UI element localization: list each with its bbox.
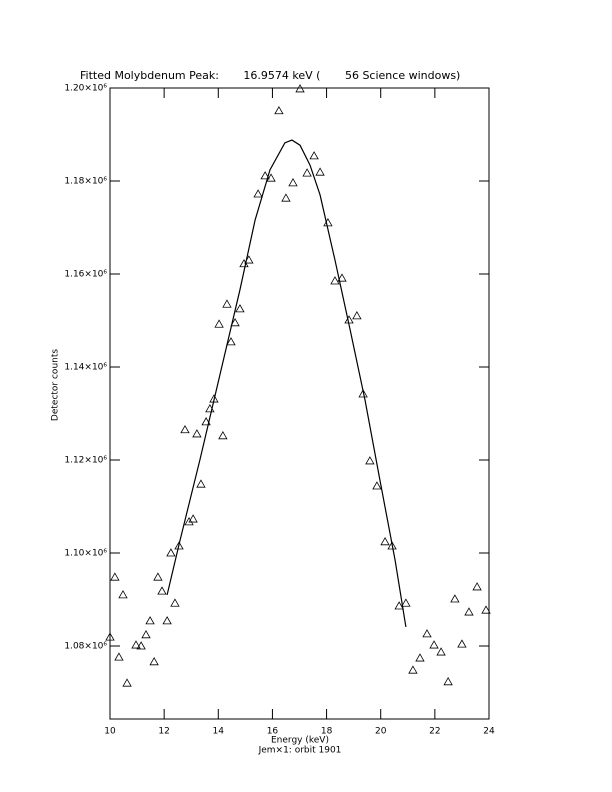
x-tick-label: 14: [213, 727, 225, 737]
data-point: [230, 318, 240, 327]
data-point: [380, 537, 390, 546]
data-point: [481, 605, 491, 614]
data-point: [188, 514, 198, 523]
data-point: [422, 629, 432, 638]
data-point: [180, 424, 190, 434]
data-point: [184, 517, 194, 526]
x-tick-label: 10: [104, 727, 116, 737]
data-point: [118, 590, 128, 599]
data-point: [358, 389, 368, 398]
data-point: [372, 481, 382, 490]
y-axis-label: Detector counts: [51, 349, 61, 421]
y-tick-label: 1.10×10⁶: [64, 548, 107, 558]
fit-curve: [166, 139, 407, 628]
data-point: [253, 189, 263, 198]
data-point: [201, 417, 211, 426]
data-point: [131, 640, 141, 649]
data-point: [295, 84, 305, 93]
data-point: [387, 541, 397, 550]
data-point: [222, 299, 232, 308]
data-point: [162, 616, 172, 625]
data-point: [149, 656, 159, 666]
data-point: [114, 652, 124, 661]
y-tick-label: 1.12×10⁶: [64, 455, 107, 465]
data-point: [274, 105, 284, 115]
y-tick-label: 1.20×10⁶: [64, 84, 107, 94]
y-tick-label: 1.14×10⁶: [64, 362, 107, 372]
data-point: [136, 641, 146, 650]
data-point: [352, 311, 362, 320]
x-tick-label: 24: [483, 727, 495, 737]
data-point: [443, 676, 453, 686]
x-axis-label: Energy (keV): [271, 736, 329, 746]
data-point: [260, 171, 270, 180]
data-point: [157, 586, 167, 595]
data-point: [153, 572, 163, 581]
x-tick-label: 16: [267, 727, 279, 737]
data-point: [309, 151, 319, 160]
plot-frame: [109, 87, 490, 720]
data-point: [337, 273, 347, 282]
chart-title: Fitted Molybdenum Peak: 16.9574 keV ( 56…: [80, 69, 460, 82]
data-point: [288, 178, 298, 187]
data-point: [302, 168, 312, 177]
data-point: [415, 653, 425, 662]
data-point: [450, 594, 460, 603]
data-point: [145, 616, 155, 625]
data-point: [226, 337, 236, 346]
data-point: [281, 193, 291, 202]
x-tick-label: 18: [321, 727, 333, 737]
y-tick-label: 1.08×10⁶: [64, 641, 107, 651]
data-point: [394, 601, 404, 610]
data-point: [105, 632, 115, 641]
data-point: [214, 319, 224, 328]
data-point: [218, 431, 228, 440]
data-point: [110, 572, 120, 581]
data-point: [166, 548, 176, 557]
data-point: [235, 304, 245, 313]
y-tick-label: 1.16×10⁶: [64, 269, 107, 279]
data-point: [365, 456, 375, 465]
x-tick-label: 20: [375, 727, 387, 737]
data-point: [457, 639, 467, 648]
data-point: [170, 598, 180, 607]
data-point: [266, 173, 276, 182]
data-point: [315, 167, 325, 176]
data-point: [192, 429, 202, 438]
x-tick-label: 12: [158, 727, 169, 737]
data-point: [122, 678, 132, 687]
data-point: [401, 598, 411, 607]
data-point: [330, 276, 340, 285]
y-tick-label: 1.18×10⁶: [64, 176, 107, 186]
data-point: [464, 607, 474, 616]
data-point: [196, 479, 206, 488]
data-point: [436, 647, 446, 656]
data-point: [141, 630, 151, 639]
subtitle: Jem×1: orbit 1901: [258, 746, 342, 756]
data-point: [429, 640, 439, 649]
data-point: [472, 582, 482, 591]
x-tick-label: 22: [429, 727, 440, 737]
data-point: [174, 541, 184, 550]
data-point: [408, 665, 418, 674]
